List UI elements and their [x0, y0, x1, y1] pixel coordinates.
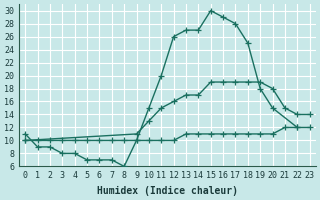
- X-axis label: Humidex (Indice chaleur): Humidex (Indice chaleur): [97, 186, 238, 196]
